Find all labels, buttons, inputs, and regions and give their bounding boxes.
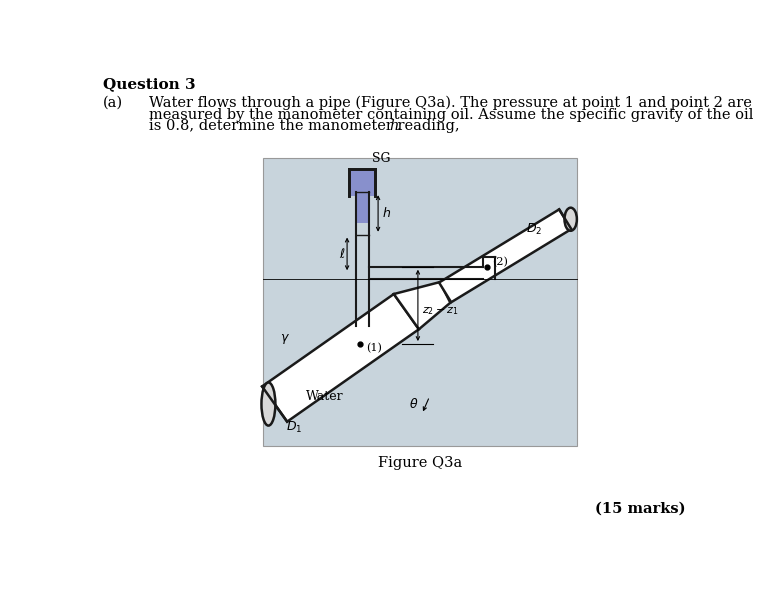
Text: Water: Water bbox=[305, 390, 343, 403]
Polygon shape bbox=[394, 282, 450, 329]
Text: $\gamma$: $\gamma$ bbox=[280, 331, 290, 346]
Text: $z_2 - z_1$: $z_2 - z_1$ bbox=[422, 306, 459, 318]
Text: (a): (a) bbox=[103, 96, 123, 110]
Bar bbox=[356, 171, 369, 223]
Text: Figure Q3a: Figure Q3a bbox=[378, 456, 462, 469]
Text: measured by the manometer containing oil. Assume the specific gravity of the oil: measured by the manometer containing oil… bbox=[149, 108, 753, 121]
Text: h: h bbox=[389, 119, 399, 133]
Text: $\ell$: $\ell$ bbox=[339, 247, 346, 261]
Text: (1): (1) bbox=[366, 343, 382, 353]
Ellipse shape bbox=[564, 208, 577, 231]
Ellipse shape bbox=[261, 383, 275, 425]
Text: $\theta$: $\theta$ bbox=[409, 397, 419, 411]
Text: (15 marks): (15 marks) bbox=[595, 502, 685, 516]
Text: .: . bbox=[397, 119, 402, 133]
Bar bbox=[349, 170, 374, 196]
Text: $D_2$: $D_2$ bbox=[527, 222, 543, 237]
Text: $D_1$: $D_1$ bbox=[286, 419, 302, 435]
Text: SG: SG bbox=[372, 152, 390, 165]
Text: is 0.8, determine the manometer reading,: is 0.8, determine the manometer reading, bbox=[149, 119, 464, 133]
Text: (2): (2) bbox=[492, 257, 507, 267]
Bar bbox=[263, 158, 577, 446]
Polygon shape bbox=[439, 209, 571, 302]
Text: $h$: $h$ bbox=[382, 206, 391, 221]
Polygon shape bbox=[262, 294, 419, 422]
Text: Water flows through a pipe (Figure Q3a). The pressure at point 1 and point 2 are: Water flows through a pipe (Figure Q3a).… bbox=[149, 96, 752, 111]
Text: Question 3: Question 3 bbox=[103, 77, 195, 92]
